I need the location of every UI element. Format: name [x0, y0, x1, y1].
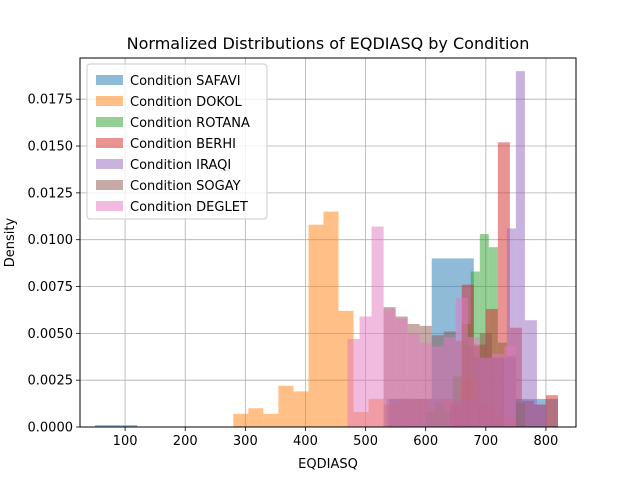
y-tick-label: 0.0125	[28, 186, 74, 201]
legend-label: Condition DEGLET	[130, 200, 248, 215]
histogram-bar	[248, 408, 264, 427]
histogram-bar	[233, 413, 249, 427]
y-tick-label: 0.0075	[28, 280, 74, 295]
histogram-bar	[95, 425, 138, 427]
legend-swatch	[96, 96, 123, 106]
x-tick-label: 100	[113, 434, 138, 449]
x-tick-label: 200	[173, 434, 198, 449]
x-tick-label: 500	[353, 434, 378, 449]
histogram-bar	[536, 404, 546, 427]
y-tick-label: 0.0150	[28, 140, 74, 155]
histogram-bar	[278, 385, 294, 427]
x-axis-title: EQDIASQ	[298, 457, 358, 472]
histogram-bar	[467, 337, 480, 427]
histogram-bar	[479, 234, 489, 427]
x-tick-label: 400	[293, 434, 318, 449]
legend-label: Condition SAFAVI	[130, 74, 241, 89]
x-tick-label: 800	[534, 434, 559, 449]
histogram-bar	[479, 357, 492, 427]
legend-box	[86, 63, 268, 220]
legend-label: Condition SOGAY	[130, 179, 241, 194]
histogram-bar	[431, 346, 444, 427]
histogram-bar	[263, 413, 279, 427]
histogram-bar	[524, 320, 537, 427]
legend-label: Condition BERHI	[130, 137, 236, 152]
series-condition-deglet	[347, 226, 516, 427]
histogram-bar	[443, 337, 456, 427]
histogram-bar	[506, 228, 516, 427]
histogram-bar	[371, 226, 384, 427]
histogram-bar	[407, 333, 420, 427]
histogram-bar	[347, 338, 360, 427]
y-tick-label: 0.0025	[28, 374, 74, 389]
bars	[95, 71, 558, 428]
y-tick-label: 0.0175	[28, 93, 74, 108]
histogram-bar	[395, 318, 408, 427]
histogram-bar	[383, 308, 396, 427]
legend: Condition SAFAVI Condition DOKOL Condition…	[86, 63, 268, 220]
plot-frame	[79, 57, 577, 428]
y-tick-label: 0.0000	[28, 421, 74, 436]
legend-swatch	[96, 117, 123, 127]
histogram-bar	[515, 71, 525, 428]
chart-title: Normalized Distributions of EQDIASQ by C…	[127, 34, 530, 53]
legend-swatch	[96, 138, 123, 148]
legend-label: Condition DOKOL	[130, 95, 242, 110]
histogram-bar	[323, 211, 339, 427]
histogram-bar	[545, 395, 558, 427]
legend-swatch	[96, 201, 123, 211]
legend-label: Condition IRAQI	[130, 158, 231, 173]
histogram-bar	[419, 342, 432, 427]
ticks: 100 200 300 400 500 600 700 800 0.0000 0.0025 0.00…	[28, 93, 559, 449]
legend-swatch	[96, 75, 123, 85]
y-tick-label: 0.0100	[28, 233, 74, 248]
histogram-bar	[308, 224, 324, 427]
y-axis-title: Density	[3, 217, 18, 267]
x-tick-label: 300	[233, 434, 258, 449]
histogram-bar	[359, 316, 372, 427]
histogram-bar	[293, 391, 309, 427]
legend-swatch	[96, 180, 123, 190]
legend-swatch	[96, 159, 123, 169]
legend-label: Condition ROTANA	[130, 116, 250, 131]
x-tick-label: 700	[473, 434, 498, 449]
x-tick-label: 600	[413, 434, 438, 449]
histogram-bar	[491, 353, 504, 427]
y-tick-label: 0.0050	[28, 327, 74, 342]
histogram-bar	[503, 346, 516, 427]
histogram-bar	[455, 297, 468, 427]
